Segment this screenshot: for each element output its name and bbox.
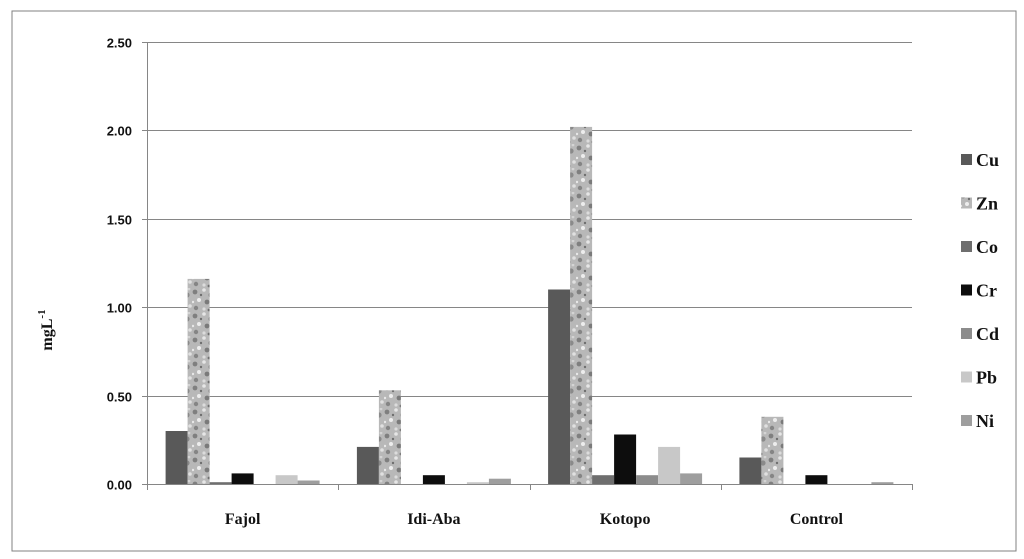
bar-pb-kotopo	[658, 446, 681, 484]
bar-cu-fajol	[165, 431, 188, 484]
bar-co-fajol	[209, 482, 232, 484]
legend-swatch-co	[961, 241, 972, 252]
y-tick-label: 2.00	[107, 124, 132, 139]
y-tick-label: 1.00	[107, 301, 132, 316]
legend-label-cd: Cd	[976, 324, 999, 344]
legend-label-cr: Cr	[976, 281, 997, 301]
bar-ni-fajol	[297, 480, 320, 484]
chart-frame	[11, 10, 1017, 552]
y-axis-label-main: mgL	[39, 319, 56, 351]
legend-swatch-cr	[961, 284, 972, 296]
bar-cr-idi-aba	[422, 475, 445, 484]
legend: Cu Zn Co Cr Cd Pb Ni	[961, 150, 999, 431]
legend-swatch-cd	[961, 328, 972, 339]
bar-zn-fajol	[187, 278, 210, 484]
y-tick-label: 2.50	[107, 36, 132, 51]
gridlines	[147, 42, 912, 397]
axes	[147, 42, 912, 485]
bar-cu-kotopo	[548, 289, 571, 484]
bar-zn-control	[761, 416, 784, 484]
legend-label-ni: Ni	[976, 411, 994, 431]
bar-pb-fajol	[275, 475, 298, 484]
legend-label-co: Co	[976, 237, 998, 257]
y-tick-label: 0.50	[107, 390, 132, 405]
legend-label-pb: Pb	[976, 368, 997, 388]
bar-ni-control	[871, 482, 894, 484]
y-axis-label: mgL-1	[36, 309, 56, 350]
legend-label-zn: Zn	[976, 194, 998, 214]
legend-swatch-pb	[961, 371, 972, 383]
bar-co-kotopo	[592, 475, 615, 484]
x-tick-label: Kotopo	[600, 511, 651, 528]
legend-swatch-ni	[961, 415, 972, 426]
y-tick-label: 1.50	[107, 213, 132, 228]
bar-cd-kotopo	[636, 475, 659, 484]
bar-cr-kotopo	[614, 434, 637, 484]
bar-pb-idi-aba	[466, 482, 489, 484]
y-axis-label-superscript: -1	[36, 309, 48, 318]
bar-zn-kotopo	[570, 126, 593, 485]
y-axis-ticks: 0.00 0.50 1.00 1.50 2.00 2.50	[107, 36, 147, 493]
bar-cu-control	[739, 457, 762, 484]
y-tick-label: 0.00	[107, 478, 132, 493]
bar-cr-control	[805, 475, 828, 484]
legend-swatch-zn	[961, 197, 972, 209]
bar-ni-idi-aba	[488, 478, 511, 484]
x-tick-label: Fajol	[225, 511, 261, 528]
x-tick-label: Idi-Aba	[407, 511, 460, 528]
bar-cr-fajol	[231, 473, 254, 484]
bar-cu-idi-aba	[356, 446, 379, 484]
legend-swatch-cu	[961, 154, 972, 165]
bar-zn-idi-aba	[378, 390, 401, 484]
bars	[165, 126, 894, 485]
legend-label-cu: Cu	[976, 150, 999, 170]
bar-ni-kotopo	[680, 473, 703, 484]
x-axis-ticks: Fajol Idi-Aba Kotopo Control	[147, 484, 913, 528]
x-tick-label: Control	[790, 511, 844, 528]
